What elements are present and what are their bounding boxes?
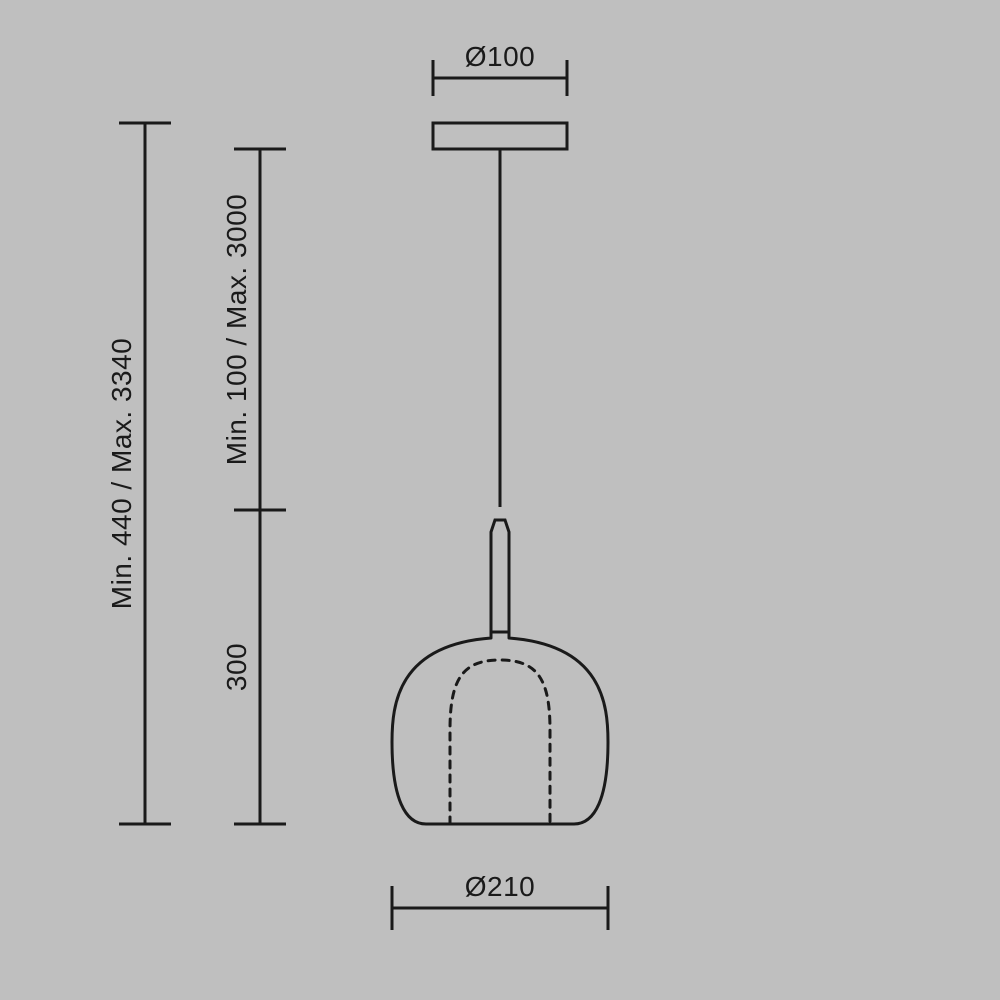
stem: [491, 520, 509, 632]
canopy: [433, 123, 567, 149]
label-total_range: Min. 440 / Max. 3340: [106, 338, 137, 609]
globe-outer: [392, 632, 608, 824]
dim-top_diameter: Ø100: [433, 41, 567, 96]
pendant-lamp-drawing: Ø100 Ø210 Min. 440 / Max. 3340 Min. 100 / M…: [0, 0, 1000, 1000]
label-body_height: 300: [221, 643, 252, 691]
globe-inner-cavity: [450, 660, 550, 824]
label-bottom_diameter: Ø210: [465, 871, 536, 902]
label-top_diameter: Ø100: [465, 41, 536, 72]
label-cable_range: Min. 100 / Max. 3000: [221, 194, 252, 465]
dim-bottom_diameter: Ø210: [392, 871, 608, 930]
